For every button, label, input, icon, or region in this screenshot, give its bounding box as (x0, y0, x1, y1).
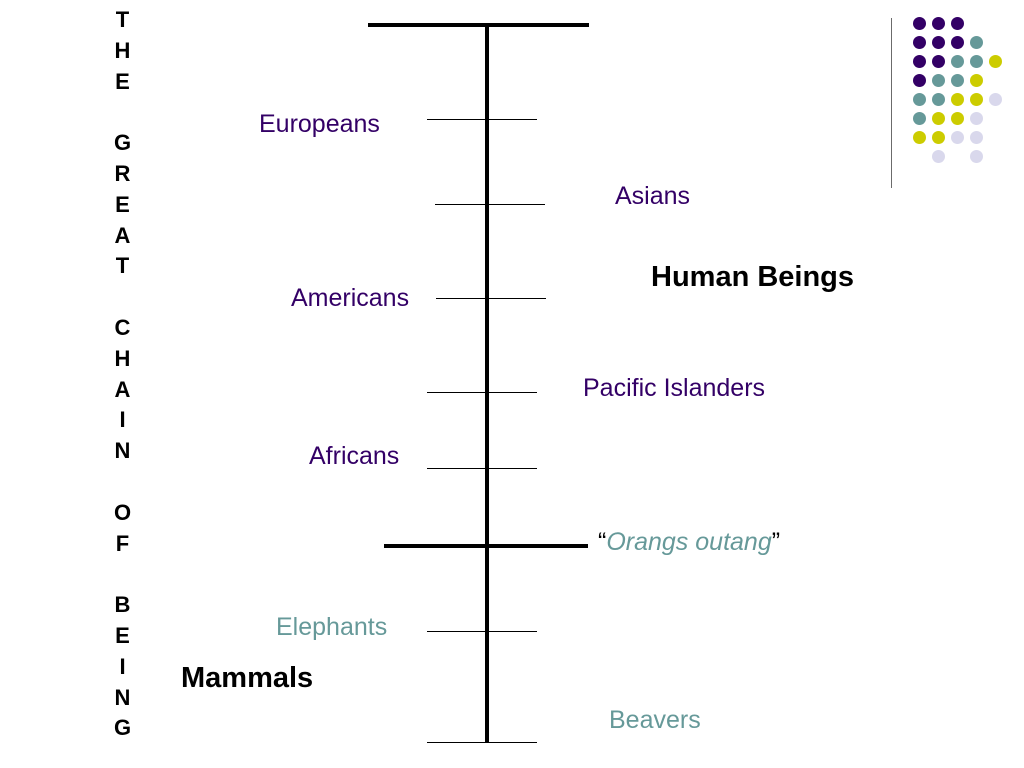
label-africans: Africans (309, 442, 400, 470)
label-elephants: Elephants (276, 613, 388, 641)
label-americans: Americans (291, 284, 410, 312)
decor-dot (931, 111, 945, 125)
decor-dot (950, 16, 964, 30)
decor-dot (969, 35, 983, 49)
decor-dot (950, 54, 964, 68)
title-letter: H (114, 345, 131, 371)
title-letter (100, 282, 145, 313)
decor-dot (950, 73, 964, 87)
decor-dot (931, 149, 945, 163)
decor-dot (950, 35, 964, 49)
title-letter: G (113, 715, 132, 741)
decor-dot (969, 149, 983, 163)
decor-dot (950, 92, 964, 106)
decor-separator-line (891, 18, 892, 188)
decor-dot (950, 111, 964, 125)
group-label-mammals: Mammals (181, 662, 314, 694)
decor-dot (912, 16, 926, 30)
decor-dot (931, 92, 945, 106)
title-letter: T (115, 253, 130, 279)
decor-dot (931, 130, 945, 144)
decor-dot (931, 54, 945, 68)
title-letter: I (119, 407, 126, 433)
rung-line-asians (435, 204, 545, 205)
label-asians: Asians (615, 182, 691, 210)
rung-line-americans (436, 298, 546, 299)
title-letter: R (114, 160, 131, 186)
title-letter: N (114, 684, 131, 710)
title-letter: N (114, 438, 131, 464)
decor-dot (931, 35, 945, 49)
decor-dot (912, 73, 926, 87)
rung-line-pacific-islanders (427, 392, 537, 393)
open-quote: “ (598, 528, 607, 556)
chain-main-vertical-line (485, 23, 489, 743)
group-label-human-beings: Human Beings (651, 261, 855, 293)
label-orangs-outang: “Orangs outang” (598, 527, 780, 557)
rung-line-beavers (427, 742, 537, 743)
title-letter: E (115, 622, 130, 648)
decor-dot (988, 92, 1002, 106)
label-pacific-islanders: Pacific Islanders (583, 374, 766, 402)
rung-line-elephants (427, 631, 537, 632)
title-letter: A (114, 222, 131, 248)
orangs-outang-name: Orangs outang (606, 528, 772, 556)
decor-dot (931, 73, 945, 87)
title-letter: H (114, 37, 131, 63)
title-letter (100, 559, 145, 590)
decor-dot (969, 111, 983, 125)
title-letter: O (113, 499, 132, 525)
decor-dot (912, 92, 926, 106)
decor-dot (950, 130, 964, 144)
title-letter: I (119, 653, 126, 679)
decor-dot (988, 54, 1002, 68)
decor-dot-grid (905, 10, 1005, 170)
decor-dot (912, 130, 926, 144)
decor-dot (931, 16, 945, 30)
title-letter: A (114, 376, 131, 402)
close-quote: ” (771, 528, 781, 556)
chain-divider-bar (384, 544, 588, 548)
rung-line-africans (427, 468, 537, 469)
decor-dot (969, 130, 983, 144)
title-letter: B (114, 592, 131, 618)
title-letter (100, 467, 145, 498)
decor-dot (969, 92, 983, 106)
title-letter (100, 97, 145, 128)
decor-dot (912, 35, 926, 49)
title-letter: F (115, 530, 130, 556)
label-beavers: Beavers (609, 706, 701, 734)
decor-dot (969, 73, 983, 87)
decor-dot (912, 111, 926, 125)
title-letter: G (113, 130, 132, 156)
title-letter: T (115, 7, 130, 32)
title-letter: E (115, 68, 130, 94)
rung-line-europeans (427, 119, 537, 120)
label-europeans: Europeans (259, 110, 380, 138)
chain-top-bar (368, 23, 589, 27)
decor-dot (969, 54, 983, 68)
title-letter: C (114, 314, 131, 340)
title-letter: E (115, 191, 130, 217)
decor-dot (912, 54, 926, 68)
